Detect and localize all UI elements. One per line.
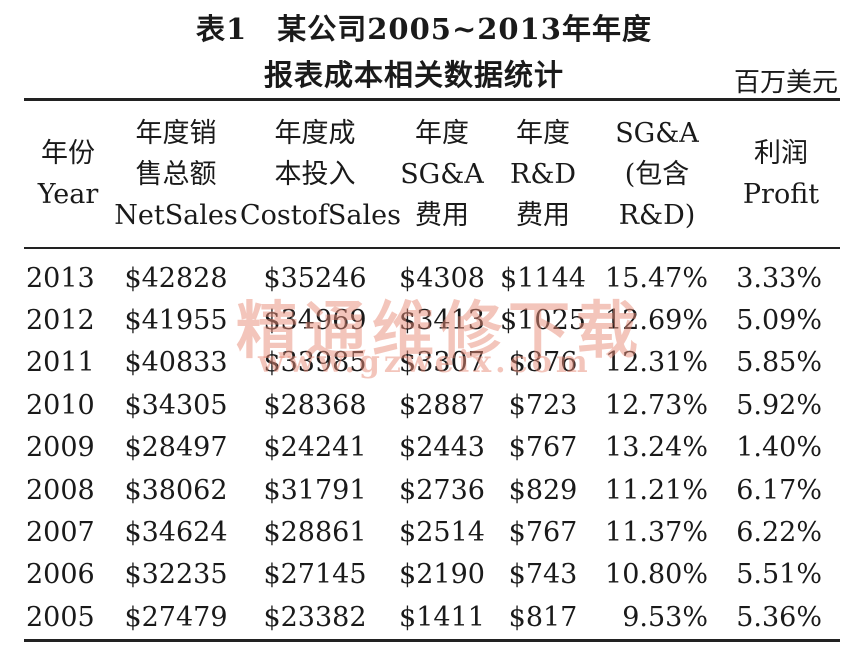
header-profit: 利润 Profit xyxy=(742,138,820,210)
cell-cost-of-sales: $28368 xyxy=(263,389,367,421)
cell-profit: 1.40% xyxy=(736,432,822,464)
cell-profit: 6.17% xyxy=(736,474,822,506)
cell-year: 2007 xyxy=(26,517,95,549)
cell-rd: $767 xyxy=(508,517,578,549)
header-year: 年份 Year xyxy=(37,138,99,210)
cell-year: 2006 xyxy=(26,559,95,591)
cell-year: 2010 xyxy=(26,389,95,421)
unit-label: 百万美元 xyxy=(733,68,838,98)
table-title-line-2: 报表成本相关数据统计 xyxy=(263,58,564,92)
cell-rd: $876 xyxy=(508,347,578,379)
cell-sga-percent: 12.31% xyxy=(605,347,708,379)
cell-cost-of-sales: $24241 xyxy=(263,432,367,464)
header-net-sales: 年度销 售总额 NetSales xyxy=(114,117,238,231)
cell-net-sales: $40833 xyxy=(124,347,228,379)
table-row: 2010 $34305 $28368 $2887 $723 12.73% 5.9… xyxy=(24,384,840,426)
cell-net-sales: $28497 xyxy=(124,432,228,464)
cell-cost-of-sales: $27145 xyxy=(263,559,367,591)
cell-net-sales: $27479 xyxy=(124,601,228,633)
cell-sga-percent: 15.47% xyxy=(605,262,708,294)
table-row: 2007 $34624 $28861 $2514 $767 11.37% 6.2… xyxy=(24,511,840,553)
cell-year: 2011 xyxy=(26,347,95,379)
cell-year: 2005 xyxy=(26,601,95,633)
cell-sga-percent: 11.37% xyxy=(605,517,708,549)
cell-rd: $743 xyxy=(508,559,578,591)
cell-cost-of-sales: $35246 xyxy=(263,262,367,294)
table-row: 2012 $41955 $34969 $3413 $1025 12.69% 5.… xyxy=(24,299,840,341)
cell-year: 2008 xyxy=(26,474,95,506)
header-sga-percent: SG&A (包含 R&D) xyxy=(615,117,699,231)
cell-sga: $2736 xyxy=(399,474,485,506)
cell-sga: $2514 xyxy=(399,517,485,549)
cell-year: 2012 xyxy=(26,305,95,337)
cell-cost-of-sales: $33985 xyxy=(263,347,367,379)
cell-sga: $2190 xyxy=(399,559,485,591)
cell-sga: $1411 xyxy=(399,601,485,633)
cell-profit: 5.85% xyxy=(736,347,822,379)
header-row: 年份 Year 年度销 售总额 NetSales 年度成 本投入 CostofS… xyxy=(24,99,840,248)
cell-net-sales: $34624 xyxy=(124,517,228,549)
table-row: 2013 $42828 $35246 $4308 $1144 15.47% 3.… xyxy=(24,248,840,299)
cell-profit: 6.22% xyxy=(736,517,822,549)
cell-sga: $2443 xyxy=(399,432,485,464)
cell-year: 2009 xyxy=(26,432,95,464)
cell-rd: $1025 xyxy=(500,305,586,337)
header-cost-of-sales: 年度成 本投入 CostofSales xyxy=(240,117,401,231)
cell-net-sales: $32235 xyxy=(124,559,228,591)
cell-rd: $829 xyxy=(508,474,578,506)
table-row: 2009 $28497 $24241 $2443 $767 13.24% 1.4… xyxy=(24,427,840,469)
cell-net-sales: $38062 xyxy=(124,474,228,506)
cell-profit: 5.92% xyxy=(736,389,822,421)
cell-profit: 5.51% xyxy=(736,559,822,591)
cell-net-sales: $42828 xyxy=(124,262,228,294)
cell-rd: $723 xyxy=(508,389,578,421)
table-row: 2008 $38062 $31791 $2736 $829 11.21% 6.1… xyxy=(24,469,840,511)
table-row: 2005 $27479 $23382 $1411 $817 9.53% 5.36… xyxy=(24,596,840,641)
cell-sga: $2887 xyxy=(399,389,485,421)
table-title-line-1: 表1 某公司2005~2013年年度 xyxy=(196,12,652,46)
header-sga: 年度 SG&A 费用 xyxy=(400,117,484,231)
cell-year: 2013 xyxy=(26,262,95,294)
cell-sga: $3307 xyxy=(399,347,485,379)
cell-cost-of-sales: $23382 xyxy=(263,601,367,633)
cell-sga-percent: 12.69% xyxy=(605,305,708,337)
cell-profit: 3.33% xyxy=(736,262,822,294)
cell-sga-percent: 13.24% xyxy=(605,432,708,464)
cell-cost-of-sales: $34969 xyxy=(263,305,367,337)
cell-sga-percent: 11.21% xyxy=(605,474,708,506)
cell-profit: 5.09% xyxy=(736,305,822,337)
header-rd: 年度 R&D 费用 xyxy=(509,117,576,231)
cell-net-sales: $34305 xyxy=(124,389,228,421)
cell-net-sales: $41955 xyxy=(124,305,228,337)
cell-rd: $767 xyxy=(508,432,578,464)
cell-sga-percent: 10.80% xyxy=(605,559,708,591)
cell-cost-of-sales: $31791 xyxy=(263,474,367,506)
table-row: 2011 $40833 $33985 $3307 $876 12.31% 5.8… xyxy=(24,342,840,384)
cell-cost-of-sales: $28861 xyxy=(263,517,367,549)
cell-sga-percent: 9.53% xyxy=(622,601,708,633)
cell-rd: $817 xyxy=(508,601,578,633)
cell-sga-percent: 12.73% xyxy=(605,389,708,421)
cell-rd: $1144 xyxy=(500,262,586,294)
table-row: 2006 $32235 $27145 $2190 $743 10.80% 5.5… xyxy=(24,554,840,596)
data-table: 年份 Year 年度销 售总额 NetSales 年度成 本投入 CostofS… xyxy=(24,98,840,642)
cell-sga: $3413 xyxy=(399,305,485,337)
cell-sga: $4308 xyxy=(399,262,485,294)
cell-profit: 5.36% xyxy=(736,601,822,633)
